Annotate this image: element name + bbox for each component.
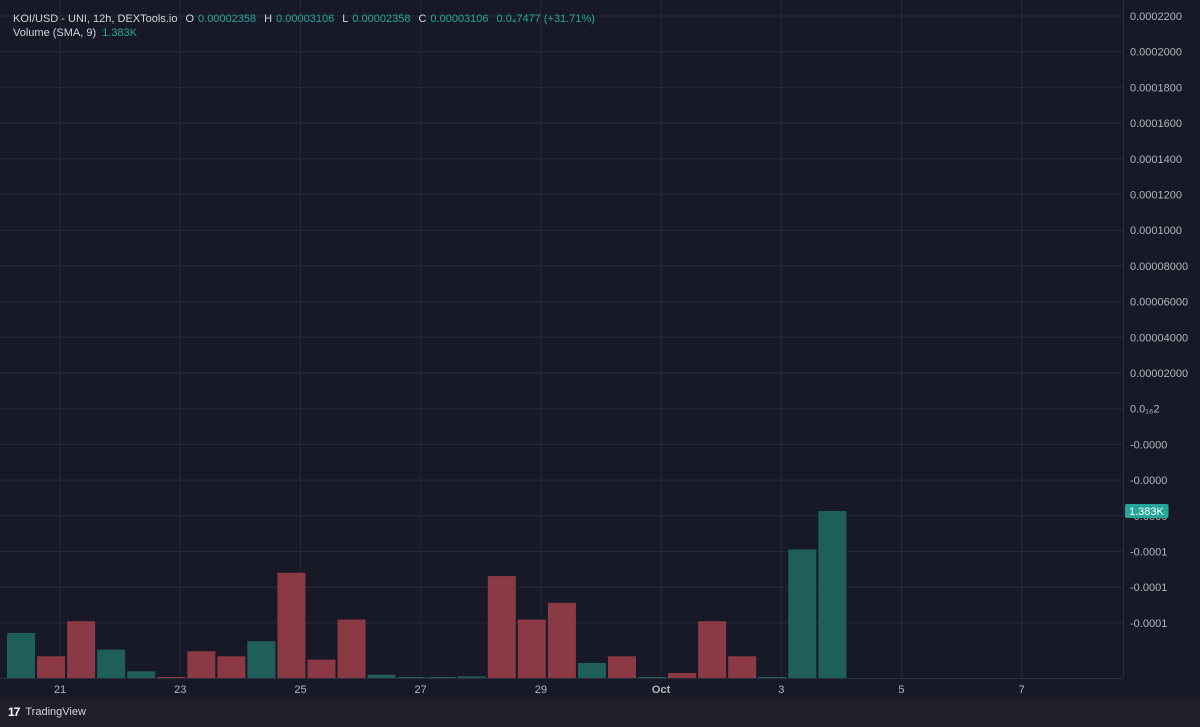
volume-bar[interactable] xyxy=(427,677,456,678)
x-tick-label: 21 xyxy=(54,684,66,696)
x-tick-label: 3 xyxy=(778,684,784,696)
ohlc-row: KOI/USD - UNI, 12h, DEXTools.io O 0.00002… xyxy=(13,12,595,26)
price-tick-label: -0.0001 xyxy=(1130,547,1167,559)
tradingview-brand[interactable]: 17 TradingView xyxy=(8,705,86,719)
price-tick-label: 0.0001000 xyxy=(1130,225,1182,237)
low-label: L xyxy=(342,13,349,25)
high-value: 0.00003106 xyxy=(276,13,335,25)
price-tick-label: -0.0000 xyxy=(1130,439,1167,451)
price-tick-label: -0.0001 xyxy=(1130,618,1167,630)
price-tick-label: 0.0001400 xyxy=(1130,154,1182,166)
volume-bar[interactable] xyxy=(788,549,817,678)
price-tick-label: 0.00008000 xyxy=(1130,261,1188,273)
volume-bar[interactable] xyxy=(337,619,366,678)
volume-bar[interactable] xyxy=(818,511,847,678)
volume-bar[interactable] xyxy=(157,677,186,678)
price-tick-label: 0.0₁₆2 xyxy=(1130,404,1160,416)
volume-value: 1.383K xyxy=(102,27,138,39)
price-tick-label: 0.0001200 xyxy=(1130,190,1182,202)
volume-bar[interactable] xyxy=(307,659,336,678)
volume-badge xyxy=(1125,504,1169,518)
volume-bar[interactable] xyxy=(67,621,96,678)
volume-bar[interactable] xyxy=(127,671,156,678)
high-label: H xyxy=(264,13,273,25)
volume-bar[interactable] xyxy=(638,677,667,678)
open-value: 0.00002358 xyxy=(198,13,257,25)
volume-bar[interactable] xyxy=(187,651,216,678)
close-label: C xyxy=(418,13,427,25)
change-value: 0.0₄7477 (+31.71%) xyxy=(496,13,595,25)
footer-bar: 17 TradingView xyxy=(0,699,1200,727)
volume-bar[interactable] xyxy=(728,656,757,678)
volume-bar[interactable] xyxy=(698,621,727,678)
brand-name: TradingView xyxy=(25,706,86,718)
volume-bar[interactable] xyxy=(577,662,606,678)
price-tick-label: 0.00002000 xyxy=(1130,368,1188,380)
low-value: 0.00002358 xyxy=(352,13,411,25)
x-tick-label: 5 xyxy=(898,684,904,696)
open-label: O xyxy=(185,13,195,25)
price-tick-label: 0.00006000 xyxy=(1130,297,1188,309)
x-tick-label: 27 xyxy=(415,684,427,696)
volume-bar[interactable] xyxy=(608,656,636,678)
price-tick-label: 0.0001600 xyxy=(1130,118,1182,130)
x-tick-label: 25 xyxy=(294,684,306,696)
volume-bar[interactable] xyxy=(397,677,426,678)
volume-bar[interactable] xyxy=(277,572,306,678)
volume-bar[interactable] xyxy=(457,676,486,678)
volume-bar[interactable] xyxy=(37,656,66,678)
close-value: 0.00003106 xyxy=(430,13,489,25)
x-tick-label: Oct xyxy=(652,684,671,696)
price-tick-label: 0.0001800 xyxy=(1130,82,1182,94)
symbol-title: KOI/USD - UNI, 12h, DEXTools.io xyxy=(13,13,178,25)
price-tick-label: 0.00004000 xyxy=(1130,332,1188,344)
price-tick-label: -0.0000 xyxy=(1130,475,1167,487)
volume-bar[interactable] xyxy=(487,576,516,678)
volume-bar[interactable] xyxy=(247,641,276,678)
x-tick-label: 23 xyxy=(174,684,186,696)
volume-bar[interactable] xyxy=(517,619,546,678)
volume-badge-label: 1.383K xyxy=(1129,506,1165,518)
volume-label: Volume (SMA, 9) xyxy=(13,27,97,39)
volume-bar[interactable] xyxy=(758,677,787,678)
volume-bar[interactable] xyxy=(217,656,246,678)
volume-bar[interactable] xyxy=(547,602,576,678)
x-tick-label: 29 xyxy=(535,684,547,696)
volume-bar[interactable] xyxy=(7,632,35,678)
volume-row: Volume (SMA, 9) 1.383K xyxy=(13,26,595,40)
volume-bar[interactable] xyxy=(97,649,126,678)
x-tick-label: 7 xyxy=(1019,684,1025,696)
tradingview-logo-icon: 17 xyxy=(8,705,20,719)
price-tick-label: -0.0001 xyxy=(1130,582,1167,594)
price-tick-label: 0.0002200 xyxy=(1130,11,1182,23)
volume-bar[interactable] xyxy=(367,674,396,678)
chart-legend: KOI/USD - UNI, 12h, DEXTools.io O 0.00002… xyxy=(13,12,595,40)
price-tick-label: 0.0002000 xyxy=(1130,47,1182,59)
volume-bar[interactable] xyxy=(668,672,697,678)
price-chart[interactable]: 0.0002200 0.0002000 0.0001800 0.0001600 0.00… xyxy=(0,0,1200,699)
